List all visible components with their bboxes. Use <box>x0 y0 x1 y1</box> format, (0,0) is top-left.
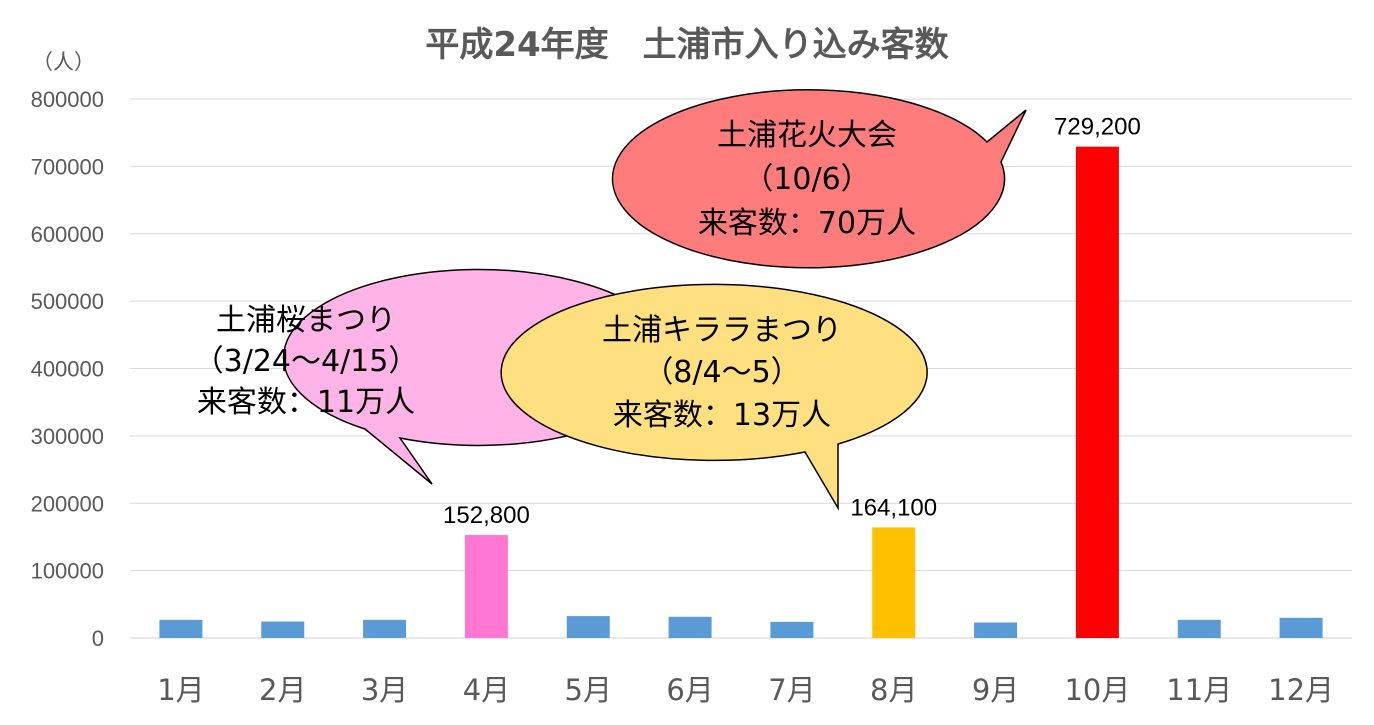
bar <box>1177 619 1221 638</box>
y-tick-label: 0 <box>92 626 104 651</box>
bar <box>566 616 610 638</box>
callout-sakura-line-1: 土浦桜まつり <box>216 303 396 338</box>
callout-fireworks-line-2: （10/6） <box>743 162 870 197</box>
x-tick-label: 4月 <box>463 673 510 707</box>
y-tick-label: 300000 <box>31 424 104 449</box>
data-label: 729,200 <box>1054 114 1141 141</box>
x-tick-label: 7月 <box>768 673 815 707</box>
bar <box>159 619 203 638</box>
x-tick-label: 11月 <box>1166 673 1232 707</box>
callout-fireworks-line-3: 来客数：70万人 <box>698 206 916 241</box>
y-tick-label: 800000 <box>31 87 104 112</box>
x-tick-label: 1月 <box>157 673 204 707</box>
bar <box>872 527 916 638</box>
x-tick-label: 9月 <box>972 673 1019 707</box>
data-label: 164,100 <box>850 494 937 521</box>
bar <box>974 622 1018 638</box>
callout-fireworks-festival: 土浦花火大会 （10/6） 来客数：70万人 <box>611 89 1027 269</box>
callout-sakura-line-3: 来客数：11万人 <box>197 385 415 420</box>
callout-kirara-festival: 土浦キララまつり （8/4～5） 来客数：13万人 <box>500 283 928 511</box>
y-tick-label: 600000 <box>31 222 104 247</box>
callout-fireworks-bubble <box>611 89 1027 269</box>
data-labels: 152,800 164,100 729,200 <box>443 114 1141 529</box>
bar <box>770 621 814 638</box>
x-axis-ticks: 1月 2月 3月 4月 5月 6月 7月 8月 9月 10月 11月 12月 <box>157 673 1334 707</box>
bar <box>363 619 407 638</box>
bar <box>668 616 712 638</box>
bars <box>159 146 1323 638</box>
y-tick-label: 500000 <box>31 289 104 314</box>
bar <box>1075 146 1119 638</box>
x-tick-label: 8月 <box>870 673 917 707</box>
y-tick-label: 400000 <box>31 357 104 382</box>
callout-fireworks-line-1: 土浦花火大会 <box>717 118 897 153</box>
y-tick-label: 700000 <box>31 154 104 179</box>
y-tick-label: 200000 <box>31 491 104 516</box>
data-label: 152,800 <box>443 502 530 529</box>
y-axis-unit-label: （人） <box>32 50 95 74</box>
bar <box>464 535 508 638</box>
callout-kirara-line-3: 来客数：13万人 <box>613 398 831 433</box>
y-tick-label: 100000 <box>31 559 104 584</box>
x-tick-label: 10月 <box>1064 673 1130 707</box>
chart-title: 平成24年度 土浦市入り込み客数 <box>425 25 948 65</box>
y-axis-ticks: 0 100000 200000 300000 400000 500000 600000 700… <box>31 87 104 651</box>
callout-kirara-bubble <box>500 283 928 511</box>
bar <box>261 621 305 638</box>
x-tick-label: 2月 <box>259 673 306 707</box>
callout-kirara-line-1: 土浦キララまつり <box>602 313 842 348</box>
x-tick-label: 6月 <box>666 673 713 707</box>
bar <box>1279 617 1323 638</box>
callout-sakura-line-2: （3/24～4/15） <box>194 344 419 379</box>
callout-kirara-line-2: （8/4～5） <box>643 355 800 390</box>
x-tick-label: 5月 <box>565 673 612 707</box>
x-tick-label: 12月 <box>1268 673 1334 707</box>
x-tick-label: 3月 <box>361 673 408 707</box>
